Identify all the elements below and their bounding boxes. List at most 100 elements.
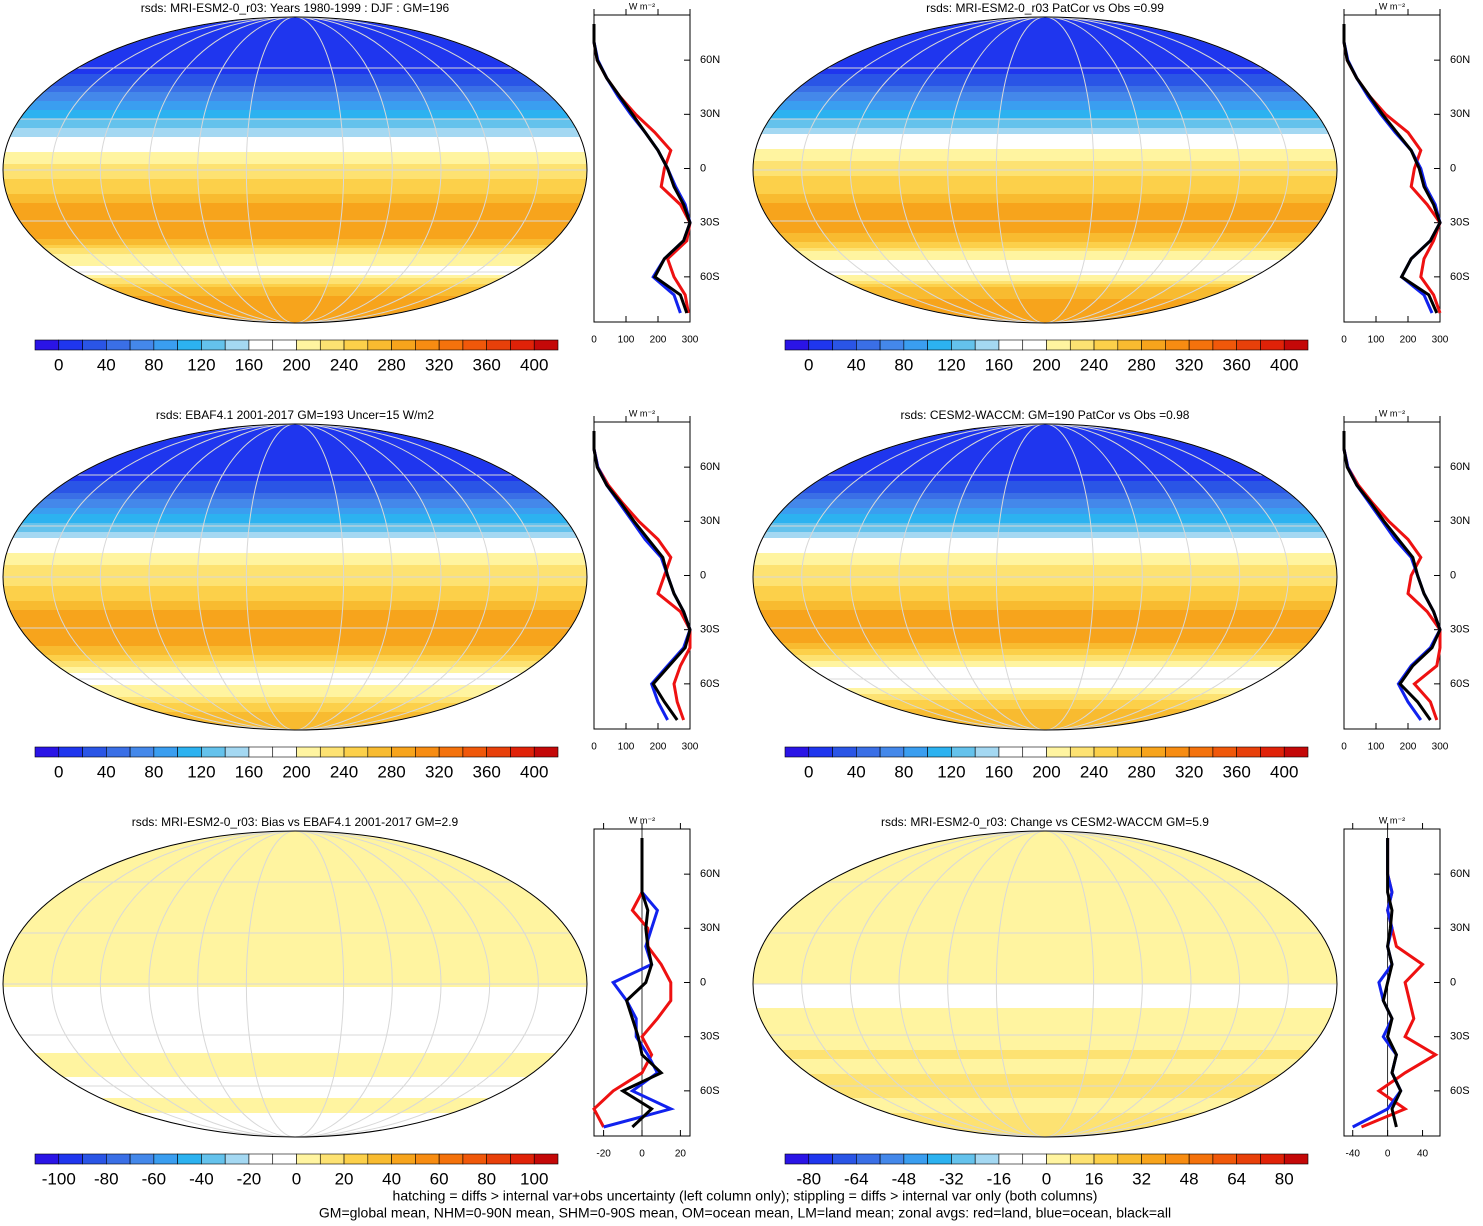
map-band — [3, 218, 587, 222]
colorbar-swatch — [129, 746, 155, 758]
colorbar-label: 320 — [425, 355, 453, 374]
map-band — [753, 463, 1337, 467]
map-band — [3, 658, 587, 662]
map-band — [753, 643, 1337, 647]
map-band — [753, 858, 1337, 862]
map-band — [753, 559, 1337, 563]
colorbar-swatch — [319, 1153, 345, 1165]
map-band — [753, 942, 1337, 946]
y-tick-label: 30S — [700, 217, 720, 229]
map-band — [753, 113, 1337, 117]
map-band — [3, 1089, 587, 1093]
x-tick-label: -20 — [596, 1149, 611, 1160]
map-band — [753, 71, 1337, 75]
colorbar-swatch — [998, 746, 1024, 758]
map-band — [753, 586, 1337, 590]
map-band — [753, 547, 1337, 551]
map-band — [3, 508, 587, 512]
map-band — [753, 457, 1337, 461]
map-band — [753, 122, 1337, 126]
colorbar-label: 20 — [335, 1169, 354, 1188]
map-band — [3, 601, 587, 605]
map-band — [753, 20, 1337, 24]
map-band — [3, 176, 587, 180]
map-band — [3, 248, 587, 252]
colorbar-label: 64 — [1227, 1169, 1246, 1188]
colorbar-swatch — [486, 746, 511, 758]
map-band — [753, 1089, 1337, 1093]
map-band — [753, 685, 1337, 689]
map-band — [3, 80, 587, 84]
colorbar-swatch — [343, 339, 369, 351]
map-band — [753, 454, 1337, 458]
map-band — [3, 29, 587, 33]
map-band — [3, 245, 587, 249]
map-band — [3, 616, 587, 620]
colorbar-swatch — [1117, 1153, 1142, 1165]
map-band — [753, 490, 1337, 494]
map-band — [753, 661, 1337, 665]
map-band — [3, 448, 587, 452]
colorbar-swatch — [153, 339, 178, 351]
colorbar-swatch — [224, 339, 250, 351]
map-band — [3, 544, 587, 548]
colorbar-swatch — [272, 339, 297, 351]
map-band — [3, 116, 587, 120]
y-tick-label: 60N — [700, 461, 720, 473]
map-band — [3, 721, 587, 725]
colorbar-label: 240 — [1080, 355, 1108, 374]
map-band — [753, 439, 1337, 443]
colorbar-swatch — [510, 746, 535, 758]
map-band — [753, 571, 1337, 575]
colorbar-label: 120 — [187, 355, 215, 374]
map-band — [753, 688, 1337, 692]
map-band — [753, 718, 1337, 722]
map-band — [753, 179, 1337, 183]
map-band — [753, 1083, 1337, 1087]
map-band — [753, 583, 1337, 587]
y-tick-label: 30N — [700, 108, 720, 120]
panel-title: rsds: EBAF4.1 2001-2017 GM=193 Uncer=15 … — [156, 408, 434, 422]
map-band — [3, 969, 587, 973]
map-band — [3, 439, 587, 443]
colorbar-label: 400 — [1270, 762, 1298, 781]
map-band — [753, 619, 1337, 623]
zonal-line — [619, 838, 664, 1129]
colorbar-swatch — [486, 1153, 511, 1165]
map-band — [753, 963, 1337, 967]
colorbar-swatch — [533, 1153, 559, 1165]
map-band — [753, 128, 1337, 132]
map-band — [3, 206, 587, 210]
map-band — [3, 718, 587, 722]
map-band — [3, 317, 587, 321]
map-band — [3, 834, 587, 838]
map-band — [753, 604, 1337, 608]
map-band — [3, 236, 587, 240]
map-band — [3, 284, 587, 288]
colorbar-swatch — [951, 1153, 976, 1165]
map-band — [3, 110, 587, 114]
map-band — [753, 876, 1337, 880]
map-band — [3, 649, 587, 653]
map-band — [3, 867, 587, 871]
map-band — [753, 74, 1337, 78]
map-band — [753, 62, 1337, 66]
x-tick-label: 0 — [1385, 1149, 1391, 1160]
map-band — [753, 299, 1337, 303]
map-band — [753, 640, 1337, 644]
map-band — [753, 1041, 1337, 1045]
colorbar-swatch — [998, 1153, 1024, 1165]
map-band — [753, 89, 1337, 93]
colorbar-swatch — [856, 1153, 881, 1165]
map-band — [3, 972, 587, 976]
map-band — [3, 125, 587, 129]
colorbar-swatch — [832, 339, 857, 351]
map-band — [753, 466, 1337, 470]
map-band — [753, 1062, 1337, 1066]
map-band — [753, 140, 1337, 144]
map — [753, 424, 1337, 730]
map-band — [753, 670, 1337, 674]
map-band — [753, 1101, 1337, 1105]
colorbar-swatch — [1046, 1153, 1071, 1165]
x-tick-label: 0 — [639, 1149, 645, 1160]
